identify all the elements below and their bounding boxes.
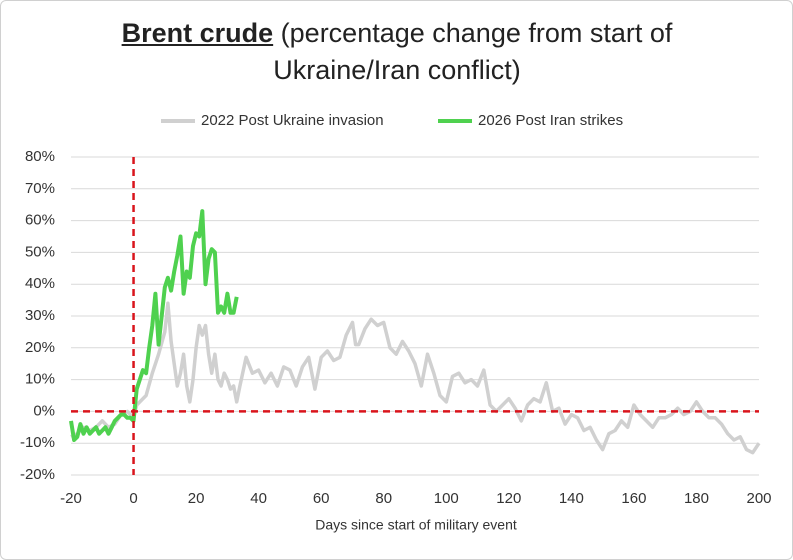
- chart-title: Brent crude (percentage change from star…: [77, 15, 717, 89]
- x-tick-label: 120: [496, 490, 521, 507]
- x-tick-label: 180: [684, 490, 709, 507]
- x-axis-label: Days since start of military event: [315, 517, 517, 533]
- x-tick-label: 60: [313, 490, 330, 507]
- y-tick-label: 80%: [25, 148, 55, 165]
- x-tick-label: 80: [375, 490, 392, 507]
- x-tick-label: 200: [746, 490, 771, 507]
- legend-label: 2022 Post Ukraine invasion: [201, 112, 384, 129]
- title-rest: (percentage change from start of Ukraine…: [273, 18, 673, 85]
- y-tick-label: -20%: [20, 466, 55, 483]
- x-tick-label: -20: [60, 490, 82, 507]
- x-tick-label: 160: [621, 490, 646, 507]
- x-tick-label: 40: [250, 490, 267, 507]
- x-tick-label: 0: [129, 490, 137, 507]
- legend-label: 2026 Post Iran strikes: [478, 112, 623, 129]
- y-tick-label: -10%: [20, 434, 55, 451]
- y-tick-label: 10%: [25, 371, 55, 388]
- x-tick-label: 100: [434, 490, 459, 507]
- series-line: [70, 301, 761, 455]
- y-tick-label: 30%: [25, 307, 55, 324]
- x-tick-label: 20: [188, 490, 205, 507]
- y-tick-label: 70%: [25, 180, 55, 197]
- y-tick-label: 0%: [33, 402, 55, 419]
- y-tick-label: 50%: [25, 243, 55, 260]
- series-line: [69, 209, 239, 442]
- x-tick-label: 140: [559, 490, 584, 507]
- title-emphasis: Brent crude: [121, 18, 274, 48]
- y-tick-label: 20%: [25, 339, 55, 356]
- y-tick-label: 60%: [25, 212, 55, 229]
- y-tick-label: 40%: [25, 275, 55, 292]
